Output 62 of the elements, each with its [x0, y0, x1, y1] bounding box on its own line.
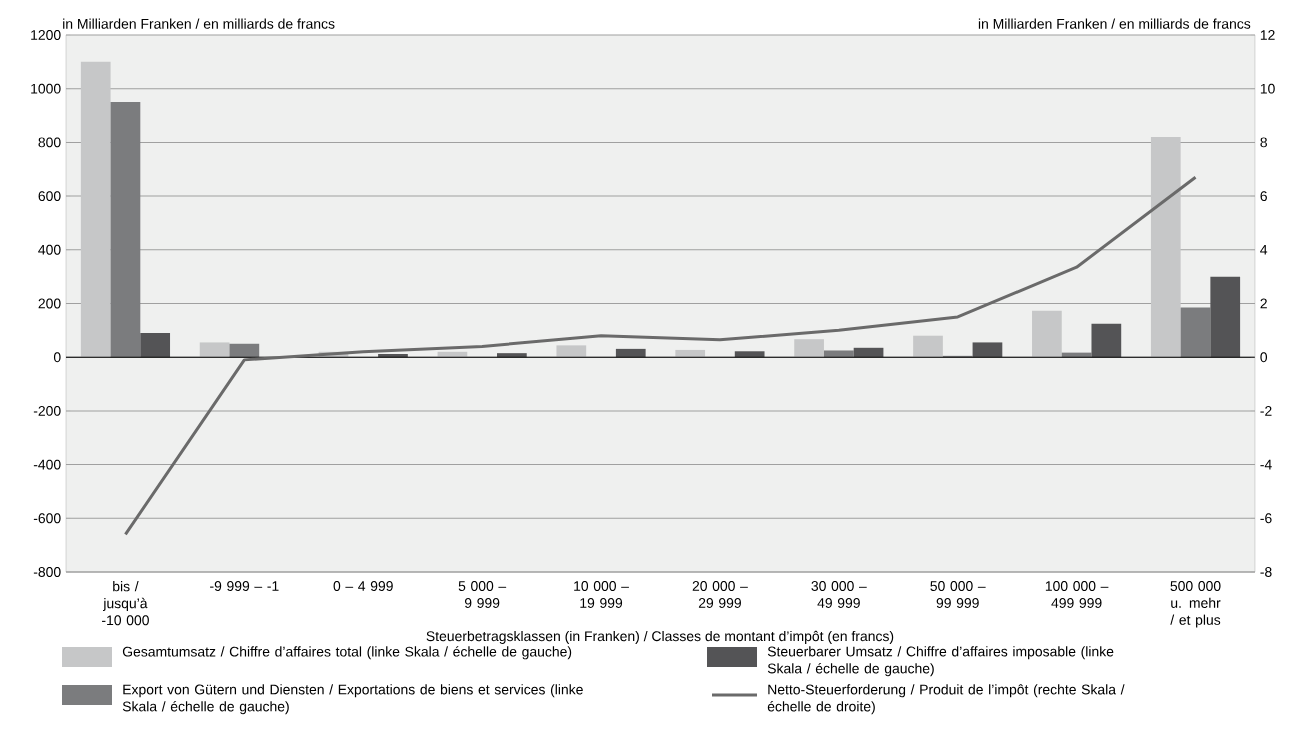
line-series [123, 175, 1198, 536]
y-tick-label: 200 [38, 298, 61, 309]
bar [794, 339, 824, 358]
x-tick-label: 30 000 – 49 999 [811, 581, 867, 608]
legend-label: Export von Gütern und Diensten / Exportations de biens et services (linke Skala / échelle de gauche) [122, 684, 583, 715]
y2-tick-label: 6 [1260, 191, 1267, 202]
legend-label: Gesamtumsatz / Chiffre d’affaires total (linke Skala / échelle de gauche) [122, 646, 572, 660]
y2-tick-label: 2 [1260, 298, 1267, 309]
y-tick-label: 1200 [31, 30, 61, 40]
bar [823, 350, 854, 358]
x-tick-label: 20 000 – 29 999 [692, 581, 748, 608]
y2-tick-label: 12 [1260, 30, 1275, 40]
bar [913, 335, 943, 358]
bar [675, 349, 706, 358]
y-tick-label: -800 [33, 567, 61, 577]
x-tick-label: 50 000 – 99 999 [930, 581, 986, 608]
bar [853, 347, 884, 358]
y-tick-label: -600 [33, 513, 61, 524]
bar [1150, 137, 1181, 358]
y2-tick-label: 10 [1260, 83, 1275, 94]
y-tick-label: 0 [53, 352, 61, 363]
y2-tick-label: 8 [1260, 137, 1267, 148]
y-tick-label: 600 [38, 191, 61, 202]
bar [80, 61, 111, 358]
y-tick-label: 400 [38, 244, 61, 255]
bar [1180, 307, 1211, 358]
y-tick-label: 1000 [31, 83, 61, 94]
bar [140, 333, 171, 358]
x-tick-label: 100 000 – 499 999 [1045, 581, 1109, 608]
y2-tick-label: 4 [1260, 244, 1268, 255]
y2-tick-label: -4 [1260, 459, 1272, 470]
bar [615, 348, 646, 358]
y2-tick-label: -8 [1260, 567, 1272, 577]
bar [1032, 310, 1062, 358]
legend-label: Steuerbarer Umsatz / Chiffre d’affaires imposable (linke Skala / échelle de gauche) [767, 646, 1114, 677]
bar [972, 342, 1003, 358]
x-tick-label: bis / jusqu’à -10 000 [102, 581, 149, 626]
bar [229, 343, 260, 358]
bar [199, 342, 230, 358]
y2-axis-title: in Milliarden Franken / en milliards de francs [978, 18, 1251, 29]
y-tick-label: -200 [33, 405, 61, 416]
legend-label: Netto-Steuerforderung / Produit de l’impôt (rechte Skala / échelle de droite) [767, 684, 1125, 715]
y2-tick-label: -2 [1260, 406, 1272, 416]
bar [1091, 323, 1122, 358]
bar [556, 345, 587, 358]
y-tick-label: 800 [38, 137, 61, 148]
y-tick-label: -400 [33, 459, 61, 470]
bar [110, 102, 141, 358]
x-axis-title: Steuerbetragsklassen (in Franken) / Classes de montant d’impôt (en francs) [426, 630, 894, 644]
bar [1210, 276, 1241, 358]
x-tick-label: 500 000 u. mehr / et plus [1170, 581, 1221, 628]
bar [497, 353, 527, 358]
x-tick-label: 5 000 – 9 999 [458, 581, 507, 608]
bar [437, 351, 468, 358]
bar [378, 353, 408, 358]
x-tick-label: -9 999 – -1 [210, 581, 279, 591]
y-axis-title: in Milliarden Franken / en milliards de francs [63, 18, 335, 29]
x-tick-label: 0 – 4 999 [333, 581, 393, 591]
y2-tick-label: -6 [1260, 513, 1272, 524]
y2-tick-label: 0 [1260, 352, 1268, 363]
bar [734, 351, 765, 358]
x-tick-label: 10 000 – 19 999 [574, 581, 629, 608]
